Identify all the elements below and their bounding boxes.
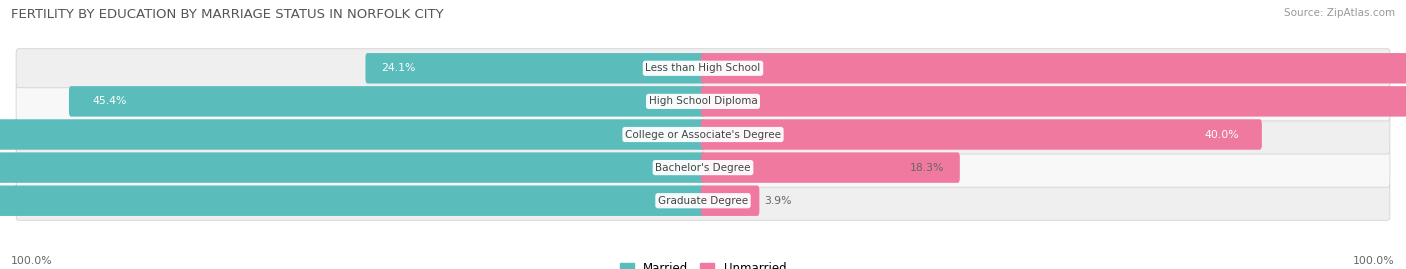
FancyBboxPatch shape xyxy=(0,152,704,183)
FancyBboxPatch shape xyxy=(702,186,759,216)
Text: High School Diploma: High School Diploma xyxy=(648,96,758,107)
Text: Less than High School: Less than High School xyxy=(645,63,761,73)
Text: 24.1%: 24.1% xyxy=(381,63,416,73)
Text: 100.0%: 100.0% xyxy=(11,256,53,266)
Text: College or Associate's Degree: College or Associate's Degree xyxy=(626,129,780,140)
Text: 40.0%: 40.0% xyxy=(1205,129,1239,140)
FancyBboxPatch shape xyxy=(15,181,1391,220)
Text: 3.9%: 3.9% xyxy=(765,196,792,206)
FancyBboxPatch shape xyxy=(15,49,1391,88)
FancyBboxPatch shape xyxy=(702,119,1261,150)
FancyBboxPatch shape xyxy=(15,148,1391,187)
Text: Bachelor's Degree: Bachelor's Degree xyxy=(655,162,751,173)
FancyBboxPatch shape xyxy=(15,115,1391,154)
FancyBboxPatch shape xyxy=(15,82,1391,121)
Text: 100.0%: 100.0% xyxy=(1353,256,1395,266)
FancyBboxPatch shape xyxy=(702,53,1406,83)
FancyBboxPatch shape xyxy=(0,186,704,216)
Text: Source: ZipAtlas.com: Source: ZipAtlas.com xyxy=(1284,8,1395,18)
Text: FERTILITY BY EDUCATION BY MARRIAGE STATUS IN NORFOLK CITY: FERTILITY BY EDUCATION BY MARRIAGE STATU… xyxy=(11,8,444,21)
FancyBboxPatch shape xyxy=(0,119,704,150)
FancyBboxPatch shape xyxy=(702,86,1406,117)
Text: 45.4%: 45.4% xyxy=(91,96,127,107)
FancyBboxPatch shape xyxy=(702,152,960,183)
Legend: Married, Unmarried: Married, Unmarried xyxy=(614,258,792,269)
Text: 18.3%: 18.3% xyxy=(910,162,943,173)
FancyBboxPatch shape xyxy=(366,53,704,83)
FancyBboxPatch shape xyxy=(69,86,704,117)
Text: Graduate Degree: Graduate Degree xyxy=(658,196,748,206)
